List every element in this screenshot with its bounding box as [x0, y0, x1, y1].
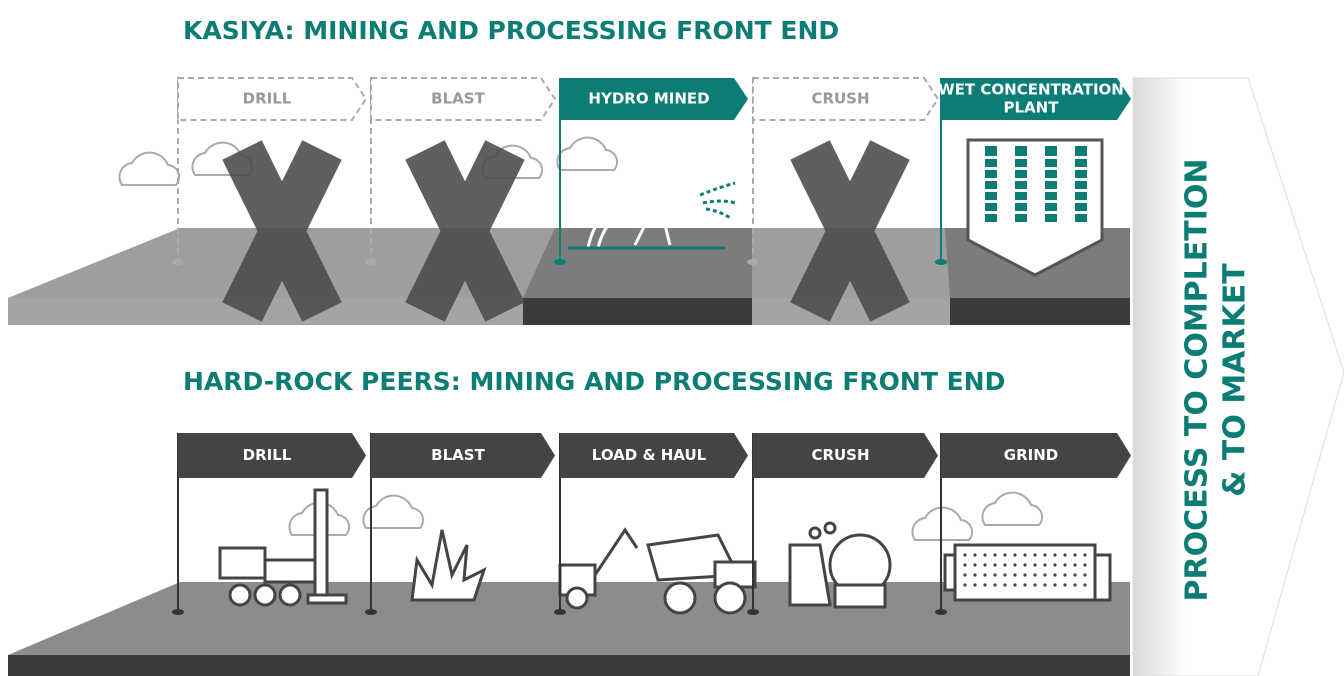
dot: [973, 553, 977, 557]
dot: [1083, 573, 1087, 577]
flag-label: BLAST: [431, 90, 485, 108]
dot: [993, 563, 997, 567]
dot: [1003, 583, 1007, 587]
dot: [1023, 573, 1027, 577]
flag-label: PLANT: [1004, 99, 1060, 117]
flag: [941, 78, 1131, 120]
pole-foot: [554, 259, 566, 265]
dot: [993, 583, 997, 587]
dot: [1043, 583, 1047, 587]
dot: [1053, 553, 1057, 557]
flag-label: LOAD & HAUL: [592, 446, 707, 464]
pole-foot: [935, 609, 947, 615]
arrow-text: & TO MARKET: [1218, 263, 1253, 497]
dot: [1003, 553, 1007, 557]
section-title: KASIYA: MINING AND PROCESSING FRONT END: [183, 16, 839, 45]
flag: [177, 77, 368, 121]
pole-foot: [365, 259, 377, 265]
dot: [1033, 563, 1037, 567]
ground-segment: [523, 228, 752, 298]
dot: [963, 583, 967, 587]
eliminated-mark: [222, 140, 910, 322]
dot: [1073, 573, 1077, 577]
dot: [1013, 563, 1017, 567]
dot: [1033, 573, 1037, 577]
dot: [1033, 583, 1037, 587]
dot: [1063, 573, 1067, 577]
flag: [371, 433, 555, 478]
dot: [1053, 563, 1057, 567]
dot: [1043, 573, 1047, 577]
dot: [993, 573, 997, 577]
dot: [1053, 573, 1057, 577]
dot: [1083, 583, 1087, 587]
dot: [1083, 553, 1087, 557]
dot: [1063, 583, 1067, 587]
flag-label: DRILL: [243, 446, 292, 464]
dot: [1003, 573, 1007, 577]
dot: [1073, 553, 1077, 557]
dot: [963, 563, 967, 567]
dot: [1083, 563, 1087, 567]
dot: [973, 563, 977, 567]
pole-foot: [935, 259, 947, 265]
dot: [983, 573, 987, 577]
dot: [1063, 563, 1067, 567]
ground-front: [950, 298, 1130, 325]
pole-foot: [554, 609, 566, 615]
dot: [1023, 553, 1027, 557]
pole-foot: [747, 609, 759, 615]
dot: [973, 573, 977, 577]
pole-foot: [172, 259, 184, 265]
ground-front: [8, 655, 1130, 676]
dot: [993, 553, 997, 557]
dot: [963, 573, 967, 577]
pole-foot: [365, 609, 377, 615]
clouds: [118, 136, 1044, 541]
dot: [1013, 553, 1017, 557]
flag: [560, 78, 748, 120]
dot: [1073, 563, 1077, 567]
flag: [178, 433, 366, 478]
dot: [1003, 563, 1007, 567]
flag-label: BLAST: [431, 446, 485, 464]
dot: [973, 583, 977, 587]
ground-front: [752, 298, 950, 325]
flag: [753, 433, 938, 478]
side-arrow: [1132, 77, 1344, 676]
dot: [1013, 573, 1017, 577]
dot: [983, 563, 987, 567]
pole-foot: [172, 609, 184, 615]
flag: [560, 433, 748, 478]
dot: [983, 583, 987, 587]
flag: [370, 77, 557, 121]
flag: [752, 77, 940, 121]
ground-front: [523, 298, 752, 325]
dot: [1013, 583, 1017, 587]
dot: [1043, 563, 1047, 567]
flag-label: CRUSH: [811, 90, 869, 108]
pole-foot: [747, 259, 759, 265]
flag-label: CRUSH: [811, 446, 869, 464]
arrow-text: PROCESS TO COMPLETION: [1180, 158, 1215, 601]
hydro-icon: [568, 181, 736, 250]
plant-icon: [966, 138, 1104, 277]
dot: [1073, 583, 1077, 587]
dot: [1023, 583, 1027, 587]
dot: [1043, 553, 1047, 557]
flag-label: DRILL: [243, 90, 292, 108]
flag-label: WET CONCENTRATION: [938, 81, 1124, 99]
dot: [963, 553, 967, 557]
flag-label: HYDRO MINED: [588, 90, 709, 108]
flag: [941, 433, 1131, 478]
dot: [1023, 563, 1027, 567]
dot: [983, 553, 987, 557]
section-title: HARD-ROCK PEERS: MINING AND PROCESSING F…: [183, 367, 1005, 396]
flag-label: GRIND: [1004, 446, 1058, 464]
dot: [1053, 583, 1057, 587]
dot: [1063, 553, 1067, 557]
dot: [1033, 553, 1037, 557]
